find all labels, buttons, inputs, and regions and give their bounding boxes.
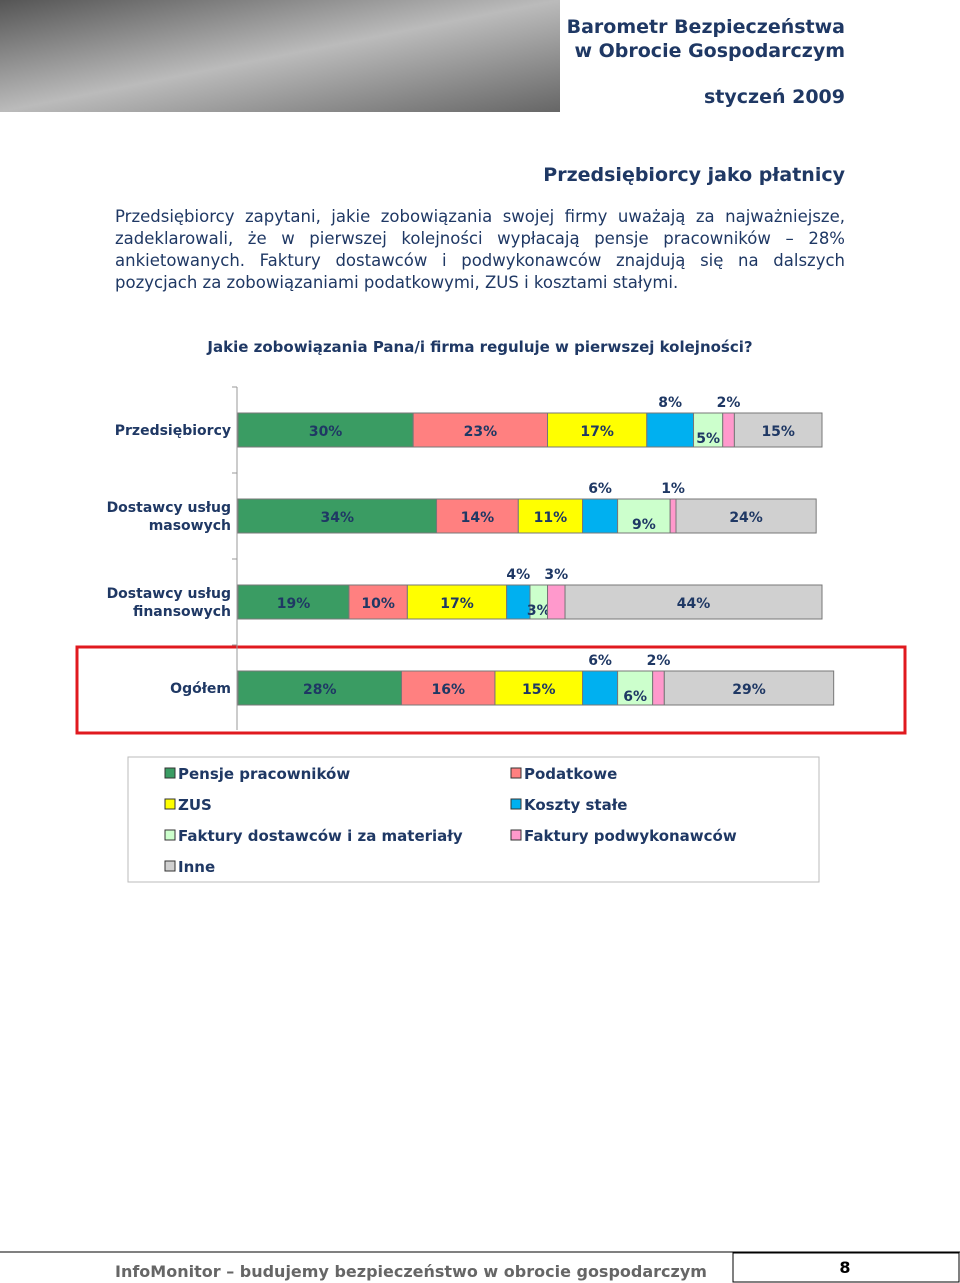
header-title: w Obrocie Gospodarczym xyxy=(574,40,845,62)
value-label: 17% xyxy=(440,596,474,612)
bar-segment xyxy=(733,412,823,448)
value-label: 28% xyxy=(303,682,337,698)
legend-swatch xyxy=(510,767,522,779)
value-label: 15% xyxy=(761,424,795,440)
header-title: Barometr Bezpieczeństwa xyxy=(566,16,845,38)
page-box xyxy=(732,1252,960,1283)
value-label: 6% xyxy=(588,481,612,497)
legend-swatch xyxy=(510,829,522,841)
value-label: 5% xyxy=(696,431,720,447)
bar-segment xyxy=(669,498,677,534)
bar-segment xyxy=(401,670,496,706)
value-label: 10% xyxy=(361,596,395,612)
bar-segment xyxy=(617,670,654,706)
value-label: 2% xyxy=(647,653,671,669)
page-number: 8 xyxy=(839,1258,850,1277)
bar-segment xyxy=(564,584,823,620)
bar-segment xyxy=(406,584,508,620)
value-label: 3% xyxy=(544,567,568,583)
legend-swatch xyxy=(164,860,176,872)
bar-segment xyxy=(693,412,724,448)
legend-label: Faktury dostawców i za materiały xyxy=(178,827,463,845)
bar-segment xyxy=(547,412,648,448)
bar-segment xyxy=(652,670,665,706)
category-label: Przedsiębiorcy xyxy=(115,423,231,439)
section-title: Przedsiębiorcy jako płatnicy xyxy=(543,164,845,186)
bar-segment xyxy=(237,498,438,534)
footer-text: InfoMonitor – budujemy bezpieczeństwo w … xyxy=(115,1262,707,1281)
value-label: 1% xyxy=(661,481,685,497)
value-label: 14% xyxy=(461,510,495,526)
value-label: 19% xyxy=(277,596,311,612)
bar-segment xyxy=(237,670,403,706)
bar-segment xyxy=(436,498,519,534)
bar-segment xyxy=(547,584,566,620)
legend-swatch xyxy=(510,798,522,810)
category-label: Dostawcy usług masowych xyxy=(107,500,231,534)
value-label: 4% xyxy=(506,567,530,583)
bar-segment xyxy=(675,498,817,534)
value-label: 29% xyxy=(732,682,766,698)
value-label: 17% xyxy=(580,424,614,440)
value-label: 6% xyxy=(623,689,647,705)
legend-swatch xyxy=(164,829,176,841)
bar-segment xyxy=(617,498,671,534)
legend-swatch xyxy=(164,767,176,779)
bar-segment xyxy=(582,498,619,534)
value-label: 16% xyxy=(431,682,465,698)
legend-label: Inne xyxy=(178,858,215,876)
value-label: 30% xyxy=(309,424,343,440)
value-label: 6% xyxy=(588,653,612,669)
paragraph: Przedsiębiorcy zapytani, jakie zobowiąza… xyxy=(115,207,845,292)
legend-label: ZUS xyxy=(178,796,212,814)
legend-swatch xyxy=(164,798,176,810)
value-label: 15% xyxy=(522,682,556,698)
bar-segment xyxy=(646,412,695,448)
value-label: 24% xyxy=(729,510,763,526)
value-label: 44% xyxy=(677,596,711,612)
bar-segment xyxy=(722,412,735,448)
header-photo xyxy=(0,0,560,112)
legend-label: Faktury podwykonawców xyxy=(524,827,737,845)
value-label: 2% xyxy=(717,395,741,411)
chart-title: Jakie zobowiązania Pana/i firma reguluje… xyxy=(206,338,752,356)
bar-segment xyxy=(663,670,835,706)
bar-segment xyxy=(412,412,549,448)
value-label: 11% xyxy=(534,510,568,526)
legend-label: Koszty stałe xyxy=(524,796,627,814)
category-label: Dostawcy usług finansowych xyxy=(107,586,231,620)
bar-segment xyxy=(582,670,619,706)
legend-box xyxy=(127,756,820,883)
bar-segment xyxy=(237,584,350,620)
category-label: Ogółem xyxy=(170,681,231,697)
value-label: 9% xyxy=(632,517,656,533)
legend-label: Podatkowe xyxy=(524,765,617,783)
header-date: styczeń 2009 xyxy=(703,86,845,108)
legend-label: Pensje pracowników xyxy=(178,765,350,783)
value-label: 3% xyxy=(527,603,551,619)
value-label: 8% xyxy=(658,395,682,411)
highlight-box xyxy=(75,645,907,735)
value-label: 34% xyxy=(321,510,355,526)
value-label: 23% xyxy=(464,424,498,440)
